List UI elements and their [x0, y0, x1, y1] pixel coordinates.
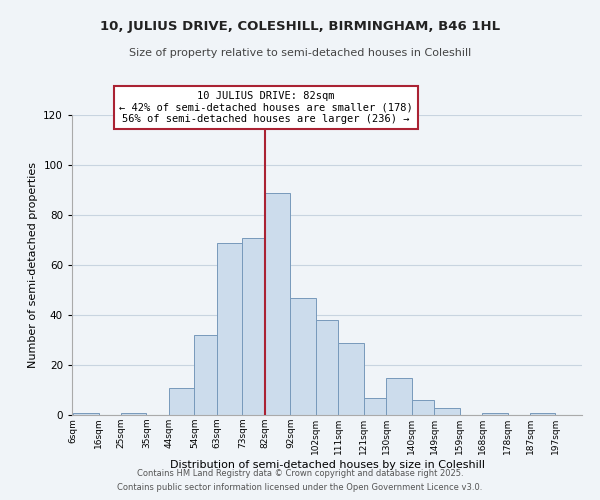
Bar — [73, 412, 98, 415]
Bar — [316, 320, 338, 415]
Text: Contains HM Land Registry data © Crown copyright and database right 2025.: Contains HM Land Registry data © Crown c… — [137, 468, 463, 477]
Bar — [121, 412, 146, 415]
Bar — [482, 412, 508, 415]
Text: Size of property relative to semi-detached houses in Coleshill: Size of property relative to semi-detach… — [129, 48, 471, 58]
Bar — [217, 242, 242, 415]
Bar — [412, 400, 434, 415]
X-axis label: Distribution of semi-detached houses by size in Coleshill: Distribution of semi-detached houses by … — [170, 460, 485, 469]
Bar — [290, 298, 316, 415]
Bar — [434, 408, 460, 415]
Text: 10 JULIUS DRIVE: 82sqm
← 42% of semi-detached houses are smaller (178)
56% of se: 10 JULIUS DRIVE: 82sqm ← 42% of semi-det… — [119, 91, 413, 124]
Bar — [364, 398, 386, 415]
Y-axis label: Number of semi-detached properties: Number of semi-detached properties — [28, 162, 38, 368]
Text: Contains public sector information licensed under the Open Government Licence v3: Contains public sector information licen… — [118, 484, 482, 492]
Bar — [194, 335, 217, 415]
Bar — [386, 378, 412, 415]
Bar — [338, 342, 364, 415]
Bar — [169, 388, 194, 415]
Bar — [265, 192, 290, 415]
Bar — [242, 238, 265, 415]
Text: 10, JULIUS DRIVE, COLESHILL, BIRMINGHAM, B46 1HL: 10, JULIUS DRIVE, COLESHILL, BIRMINGHAM,… — [100, 20, 500, 33]
Bar — [530, 412, 556, 415]
